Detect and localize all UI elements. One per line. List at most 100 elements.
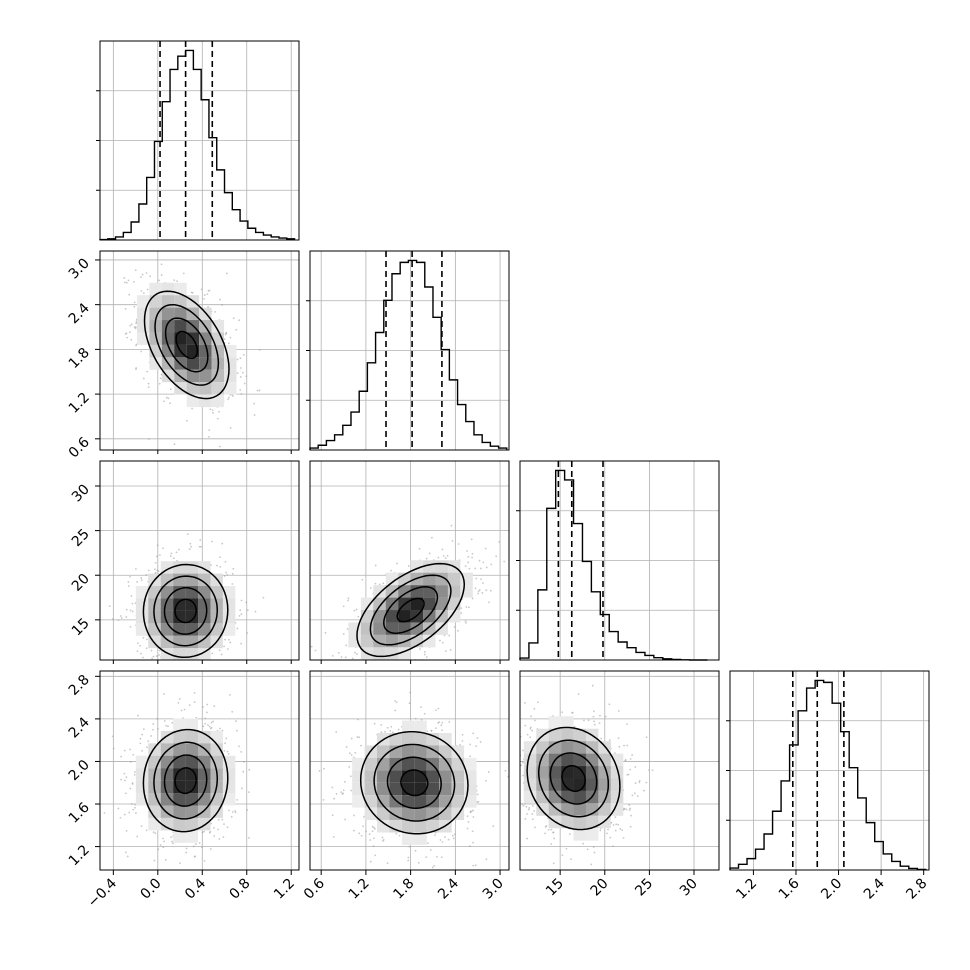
- scatter-point: [194, 855, 197, 858]
- scatter-point: [243, 382, 246, 385]
- scatter-point: [218, 445, 221, 448]
- scatter-point: [129, 331, 131, 333]
- density-cell: [439, 732, 452, 746]
- density-cell: [414, 745, 427, 758]
- density-cell: [385, 647, 399, 660]
- scatter-point: [345, 746, 348, 748]
- scatter-point: [466, 815, 469, 818]
- density-cell: [435, 610, 448, 623]
- density-cell: [414, 820, 427, 833]
- scatter-point: [229, 693, 231, 696]
- scatter-point: [482, 561, 485, 564]
- scatter-point: [163, 720, 166, 722]
- scatter-point: [477, 590, 480, 593]
- scatter-point: [239, 609, 242, 612]
- density-cell: [439, 782, 452, 796]
- scatter-point: [228, 396, 230, 399]
- scatter-point: [238, 745, 240, 748]
- scatter-point: [408, 702, 411, 705]
- scatter-point: [353, 814, 355, 817]
- scatter-point: [247, 791, 250, 794]
- density-cell: [389, 770, 402, 783]
- density-cell: [185, 610, 199, 624]
- density-cell: [173, 805, 186, 818]
- density-cell: [410, 622, 424, 635]
- scatter-point: [148, 438, 150, 440]
- density-cell: [173, 780, 186, 794]
- density-cell: [435, 560, 448, 573]
- scatter-point: [480, 578, 482, 580]
- scatter-point: [338, 662, 340, 664]
- scatter-point: [239, 357, 242, 360]
- scatter-point: [475, 745, 478, 748]
- scatter-point: [142, 636, 145, 639]
- joint-content: [520, 684, 654, 866]
- density-cell: [423, 634, 436, 648]
- density-cell: [401, 732, 415, 746]
- scatter-point: [135, 344, 137, 347]
- scatter-point: [373, 826, 375, 829]
- density-cell: [173, 718, 186, 731]
- density-cell: [377, 795, 390, 808]
- density-contour: [153, 575, 219, 647]
- density-cell: [389, 732, 402, 746]
- scatter-point: [242, 760, 245, 763]
- density-contour: [163, 754, 208, 807]
- scatter-point: [350, 789, 353, 792]
- scatter-point: [193, 701, 196, 703]
- density-cell: [401, 757, 415, 771]
- scatter-point: [140, 290, 143, 292]
- scatter-point: [407, 859, 410, 862]
- scatter-point: [117, 619, 120, 622]
- scatter-point: [213, 835, 216, 837]
- scatter-point: [175, 551, 178, 554]
- scatter-point: [145, 647, 148, 650]
- scatter-point: [440, 856, 443, 859]
- scatter-point: [398, 834, 401, 837]
- scatter-point: [355, 608, 358, 611]
- scatter-point: [425, 856, 428, 858]
- scatter-point: [129, 761, 132, 763]
- scatter-point: [342, 633, 345, 635]
- scatter-point: [374, 854, 377, 857]
- density-cell: [186, 357, 200, 370]
- density-cell: [160, 743, 174, 756]
- scatter-point: [133, 773, 136, 776]
- density-cell: [185, 768, 199, 781]
- density-cell: [198, 598, 211, 611]
- scatter-point: [130, 323, 133, 326]
- scatter-point: [158, 279, 161, 282]
- density-cell: [414, 807, 427, 821]
- scatter-point: [129, 625, 132, 628]
- scatter-point: [173, 443, 176, 446]
- scatter-point: [444, 650, 447, 652]
- scatter-point: [142, 292, 145, 295]
- scatter-point: [137, 714, 140, 717]
- density-cell: [185, 718, 199, 731]
- density-cell: [414, 732, 427, 746]
- scatter-point: [470, 538, 473, 541]
- scatter-point: [125, 616, 128, 618]
- scatter-point: [130, 338, 133, 341]
- scatter-point: [384, 730, 387, 733]
- scatter-point: [223, 575, 226, 577]
- density-cell: [161, 307, 175, 321]
- scatter-point: [141, 273, 144, 276]
- scatter-point: [378, 583, 381, 586]
- scatter-point: [377, 667, 379, 669]
- scatter-point: [314, 649, 317, 652]
- scatter-point: [423, 653, 426, 656]
- scatter-point: [331, 786, 334, 789]
- scatter-point: [441, 548, 444, 551]
- scatter-point: [120, 617, 123, 619]
- density-cell: [364, 795, 378, 808]
- scatter-point: [232, 567, 235, 570]
- joint-content: [103, 691, 251, 870]
- hist-panel-2: [516, 460, 720, 661]
- density-cell: [398, 622, 411, 635]
- scatter-point: [229, 426, 232, 429]
- scatter-point: [194, 667, 196, 669]
- density-cell: [414, 832, 427, 845]
- scatter-point: [171, 661, 173, 663]
- density-contour: [356, 562, 466, 658]
